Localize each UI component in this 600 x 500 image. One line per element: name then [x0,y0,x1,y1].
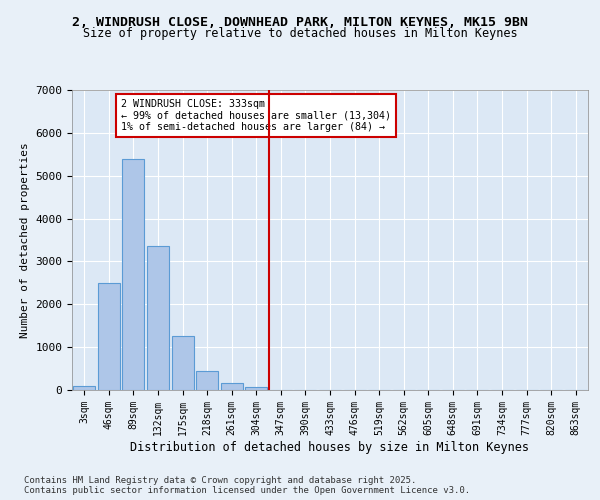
Bar [147,246,169,390]
Bar [196,370,218,390]
Bar [245,387,268,390]
Bar [73,386,95,390]
X-axis label: Distribution of detached houses by size in Milton Keynes: Distribution of detached houses by size … [131,440,530,454]
Text: Size of property relative to detached houses in Milton Keynes: Size of property relative to detached ho… [83,28,517,40]
Bar [172,336,194,390]
Text: 2 WINDRUSH CLOSE: 333sqm
← 99% of detached houses are smaller (13,304)
1% of sem: 2 WINDRUSH CLOSE: 333sqm ← 99% of detach… [121,98,391,132]
Y-axis label: Number of detached properties: Number of detached properties [20,142,30,338]
Bar [221,382,243,390]
Bar [122,158,145,390]
Text: 2, WINDRUSH CLOSE, DOWNHEAD PARK, MILTON KEYNES, MK15 9BN: 2, WINDRUSH CLOSE, DOWNHEAD PARK, MILTON… [72,16,528,29]
Text: Contains HM Land Registry data © Crown copyright and database right 2025.
Contai: Contains HM Land Registry data © Crown c… [24,476,470,495]
Bar [98,283,120,390]
